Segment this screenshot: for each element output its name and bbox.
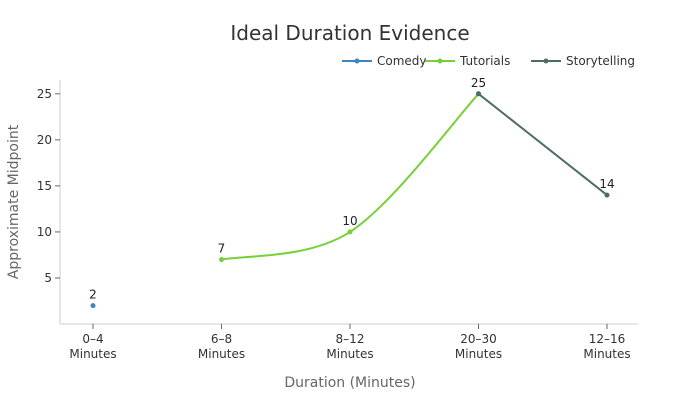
x-tick-label: Minutes (455, 347, 502, 361)
data-label: 25 (471, 76, 486, 90)
data-point-tutorials (347, 229, 353, 235)
legend-marker-tutorials (437, 58, 443, 64)
legend-label-storytelling: Storytelling (566, 54, 635, 68)
y-tick-label: 15 (37, 179, 52, 193)
x-tick-label: Minutes (198, 347, 245, 361)
data-point-tutorials (219, 257, 224, 263)
legend-marker-comedy (354, 58, 360, 64)
y-axis-ticks: 5 10 15 20 25 (37, 87, 60, 285)
series-layer (90, 91, 610, 309)
y-axis-title: Approximate Midpoint (6, 124, 22, 279)
data-label: 2 (89, 288, 97, 302)
x-tick-label: 6–8 (211, 332, 232, 346)
x-tick-label: Minutes (583, 347, 630, 361)
data-label: 7 (218, 242, 226, 256)
chart-title: Ideal Duration Evidence (230, 21, 469, 45)
y-tick-label: 10 (37, 225, 52, 239)
x-tick-label: 0–4 (82, 332, 103, 346)
x-tick-label: 20–30 (460, 332, 497, 346)
data-point-comedy (90, 303, 96, 309)
legend-label-comedy: Comedy (377, 54, 427, 68)
y-tick-label: 5 (44, 271, 52, 285)
data-point-storytelling (604, 192, 610, 198)
legend-label-tutorials: Tutorials (459, 54, 510, 68)
x-axis-ticks: 0–4Minutes6–8Minutes8–12Minutes20–30Minu… (69, 324, 631, 361)
legend-marker-storytelling (543, 58, 549, 64)
x-axis-title: Duration (Minutes) (284, 375, 415, 391)
data-labels: 2 7 10 25 14 (89, 76, 614, 302)
legend: Comedy Tutorials Storytelling (342, 54, 635, 68)
series-line-tutorials (221, 93, 480, 261)
x-tick-label: 8–12 (336, 332, 365, 346)
data-label: 10 (342, 214, 357, 228)
y-tick-label: 25 (37, 87, 52, 101)
axes (59, 80, 638, 325)
y-tick-label: 20 (37, 133, 52, 147)
x-tick-label: Minutes (69, 347, 116, 361)
data-label: 14 (599, 177, 614, 191)
x-tick-label: Minutes (326, 347, 373, 361)
data-point-storytelling (476, 91, 481, 97)
series-line-storytelling (477, 93, 608, 196)
x-tick-label: 12–16 (589, 332, 626, 346)
